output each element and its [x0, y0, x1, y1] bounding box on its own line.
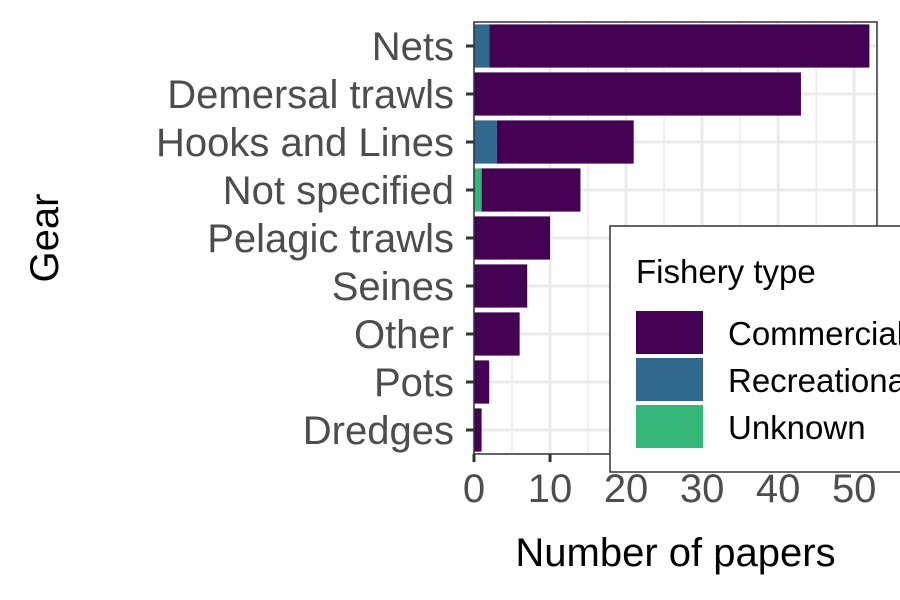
bar-recreational-0: [474, 24, 490, 68]
y-tick-label: Hooks and Lines: [156, 121, 454, 165]
y-tick-label: Dredges: [303, 409, 454, 453]
legend: Fishery type Commercial Recreational Unkno…: [609, 225, 900, 473]
bar-commercial-4: [474, 216, 551, 260]
y-tick-label: Nets: [372, 25, 454, 69]
legend-key-unknown: [636, 405, 703, 448]
legend-title: Fishery type: [636, 253, 816, 290]
x-tick-label: 10: [528, 467, 573, 511]
bar-commercial-0: [489, 24, 870, 68]
x-tick-label: 0: [463, 467, 485, 511]
legend-label-unknown: Unknown: [728, 409, 866, 446]
bar-commercial-7: [474, 360, 490, 404]
bar-commercial-6: [474, 312, 520, 356]
x-tick-label: 40: [756, 467, 801, 511]
legend-key-commercial: [636, 311, 703, 354]
legend-key-recreational: [636, 358, 703, 401]
bar-commercial-5: [474, 264, 528, 308]
bar-commercial-2: [496, 120, 634, 164]
x-axis: 0 10 20 30 40 50: [463, 454, 877, 511]
y-tick-label: Not specified: [223, 169, 454, 213]
x-axis-title: Number of papers: [515, 531, 835, 575]
y-tick-label: Pots: [374, 361, 454, 405]
y-axis-title: Gear: [23, 194, 67, 283]
legend-items: Commercial Recreational Unknown: [636, 311, 900, 448]
x-tick-label: 30: [680, 467, 725, 511]
legend-label-commercial: Commercial: [728, 315, 900, 352]
x-tick-label: 20: [604, 467, 649, 511]
bar-commercial-3: [481, 168, 581, 212]
bar-unknown-3: [474, 168, 482, 212]
legend-label-recreational: Recreational: [728, 362, 900, 399]
x-tick-label: 50: [832, 467, 877, 511]
y-tick-label: Seines: [332, 265, 454, 309]
y-tick-label: Pelagic trawls: [207, 217, 454, 261]
bar-commercial-1: [474, 72, 801, 116]
bars: [474, 24, 870, 452]
y-tick-label: Other: [354, 313, 454, 357]
y-tick-label: Demersal trawls: [167, 73, 454, 117]
bar-commercial-8: [474, 408, 482, 452]
bar-recreational-2: [474, 120, 497, 164]
